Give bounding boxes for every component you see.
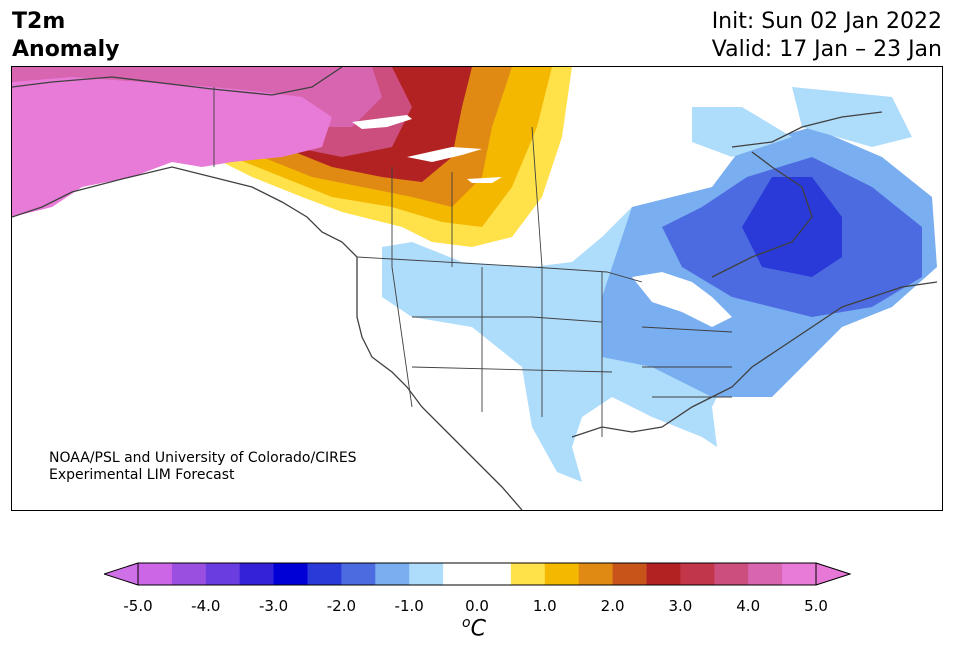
alaska-strong	[12, 77, 332, 217]
colorbar-bin	[646, 563, 681, 585]
valid-range: Valid: 17 Jan – 23 Jan	[711, 37, 942, 62]
colorbar-bin	[409, 563, 444, 585]
coastlines	[12, 67, 938, 510]
colorbar	[104, 562, 851, 586]
forecast-dates: Init: Sun 02 Jan 2022 Valid: 17 Jan – 23…	[712, 8, 942, 64]
colorbar-tick-label: 3.0	[668, 597, 693, 615]
colorbar-bin	[307, 563, 342, 585]
colorbar-bin	[578, 563, 614, 585]
colorbar-tick-label: 5.0	[804, 597, 828, 615]
greenland-cool	[792, 87, 912, 147]
colorbar-over-arrow	[816, 563, 850, 585]
credit-text: NOAA/PSL and University of Colorado/CIRE…	[49, 450, 357, 484]
colorbar-bin	[138, 563, 173, 585]
colorbar-bin	[205, 563, 241, 585]
colorbar-under-outline	[104, 562, 139, 586]
colorbar-bin	[239, 563, 275, 585]
colorbar-bin	[273, 563, 308, 585]
colorbar-bin	[782, 563, 817, 585]
colorbar-tick-label: -1.0	[394, 597, 424, 615]
lake-great-bear	[352, 115, 412, 129]
colorbar-bin	[510, 563, 546, 585]
colorbar-tick-label: -4.0	[191, 597, 221, 615]
colorbar-over-outline	[815, 562, 851, 586]
colorbar-bin	[171, 563, 207, 585]
colorbar-tick-label: 0.0	[465, 597, 489, 615]
colorbar-ticks: -5.0 -4.0 -3.0 -2.0 -1.0 0.0 1.0 2.0 3.0 4.0 5.0	[0, 597, 953, 617]
map-title: T2m Anomaly	[12, 9, 120, 62]
colorbar-bin	[748, 563, 783, 585]
great-lakes	[632, 272, 732, 327]
colorbar-tick-label: 1.0	[532, 597, 557, 615]
colorbar-bin	[341, 563, 376, 585]
colorbar-under-arrow	[104, 563, 138, 585]
colorbar-tick-label: -2.0	[326, 597, 357, 615]
colorbar-tick-label: -3.0	[258, 597, 289, 615]
colorbar-bins	[138, 563, 817, 585]
anomaly-map	[11, 66, 943, 511]
unit-base: C	[470, 616, 486, 642]
colorbar-tick-label: 4.0	[736, 597, 761, 615]
colorbar-bin	[544, 563, 580, 585]
colorbar-bin	[680, 563, 715, 585]
colorbar-bin	[375, 563, 410, 585]
colorbar-tick-label: 2.0	[600, 597, 625, 615]
credit-line-1: NOAA/PSL and University of Colorado/CIRE…	[49, 450, 357, 466]
unit-label: oC	[462, 615, 486, 641]
colorbar-outline	[137, 562, 817, 586]
colorbar-bin	[612, 563, 647, 585]
credit-line-2: Experimental LIM Forecast	[49, 467, 235, 483]
init-date: Init: Sun 02 Jan 2022	[711, 9, 942, 34]
colorbar-bin	[714, 563, 749, 585]
lake-athabasca	[467, 177, 502, 183]
colorbar-bin	[443, 563, 512, 585]
political-borders	[213, 87, 733, 437]
ne-coast-cool	[692, 107, 792, 157]
lake-great-slave	[407, 147, 482, 162]
colorbar-tick-label: -5.0	[123, 597, 153, 615]
map-canvas	[12, 67, 938, 510]
unit-prefix: o	[462, 615, 471, 631]
